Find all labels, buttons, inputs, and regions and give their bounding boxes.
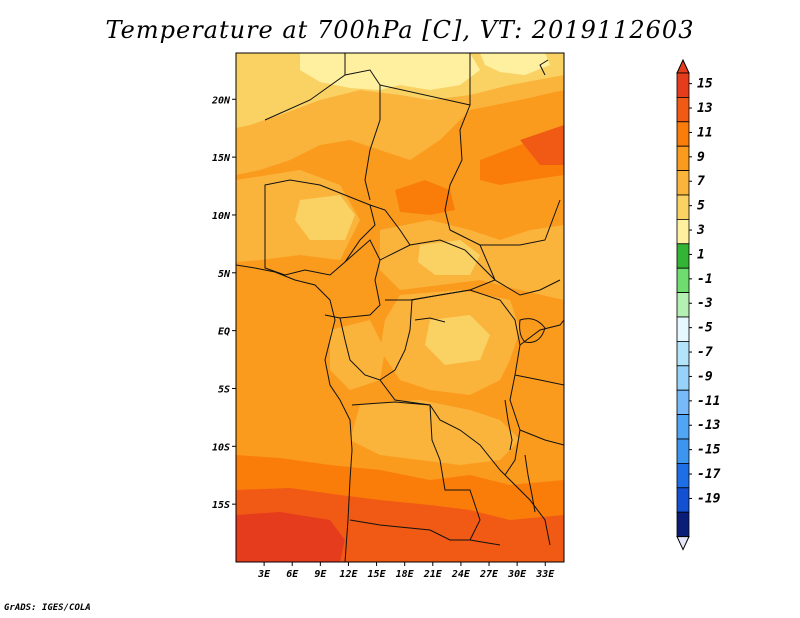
lon-tick-label: 33E xyxy=(535,569,555,580)
colorbar-label: 13 xyxy=(697,101,713,116)
colorbar-segment xyxy=(676,414,690,440)
lat-tick-label: EQ xyxy=(218,327,230,338)
colorbar-label: -11 xyxy=(697,394,720,409)
colorbar-segment xyxy=(676,438,690,464)
colorbar-label: -5 xyxy=(697,321,713,336)
colorbar-segment xyxy=(676,487,690,513)
colorbar-top-arrow xyxy=(676,58,690,74)
lat-tick-label: 20N xyxy=(211,95,231,106)
lon-tick-label: 24E xyxy=(451,569,471,580)
lat-tick-label: 5N xyxy=(218,269,231,280)
colorbar-label: 15 xyxy=(697,77,713,92)
lon-tick-label: 6E xyxy=(286,569,299,580)
lat-tick-label: 10S xyxy=(212,442,230,453)
colorbar-segment xyxy=(676,243,690,269)
colorbar-label: -17 xyxy=(697,467,721,482)
colorbar-segment xyxy=(676,145,690,171)
temperature-field xyxy=(236,53,564,562)
lon-tick-label: 21E xyxy=(423,569,443,580)
colorbar-segment xyxy=(676,365,690,391)
lat-tick-label: 15S xyxy=(212,500,230,511)
lon-tick-label: 18E xyxy=(396,569,415,580)
colorbar-segment xyxy=(676,121,690,147)
lat-tick-label: 15N xyxy=(212,153,231,164)
lon-tick-label: 15E xyxy=(368,569,387,580)
lat-tick-label: 5S xyxy=(218,384,230,395)
longitude-axis: 3E 6E 9E 12E 15E 18E 21E 24E 27E 30E 33E xyxy=(257,562,555,580)
colorbar-label: -13 xyxy=(697,418,721,433)
colorbar-segment xyxy=(676,340,690,367)
colorbar-label: 11 xyxy=(697,125,713,140)
grads-credit: GrADS: IGES/COLA xyxy=(4,603,91,613)
latitude-axis: 20N 15N 10N 5N EQ 5S 10S 15S xyxy=(211,95,236,511)
colorbar-label: -15 xyxy=(697,443,721,458)
country-borders xyxy=(236,53,564,562)
lon-tick-label: 12E xyxy=(339,569,358,580)
colorbar-label: 1 xyxy=(697,247,705,262)
colorbar-label: 9 xyxy=(697,150,705,165)
colorbar-segment xyxy=(676,462,690,489)
colorbar-segment xyxy=(676,292,690,318)
lon-tick-label: 3E xyxy=(257,569,271,580)
colorbar-label: 5 xyxy=(697,199,705,214)
colorbar-label: -1 xyxy=(697,272,713,287)
colorbar-label: 3 xyxy=(696,223,705,238)
colorbar-segment xyxy=(676,72,690,98)
map-frame xyxy=(235,52,565,563)
colorbar-segment xyxy=(676,511,690,538)
colorbar-segment xyxy=(676,194,690,220)
colorbar-label: -19 xyxy=(697,491,721,506)
lat-tick-label: 10N xyxy=(212,211,231,222)
lon-tick-label: 27E xyxy=(479,569,499,580)
colorbar-bottom-arrow xyxy=(676,536,690,551)
colorbar-segment xyxy=(676,97,690,123)
colorbar-label: -9 xyxy=(697,369,713,384)
colorbar-segment xyxy=(676,170,690,196)
colorbar: 15 13 11 9 7 5 3 1 -1 -3 -5 -7 -9 -11 -13 -15 -17 -19 xyxy=(676,58,721,551)
colorbar-segment xyxy=(676,389,690,416)
lon-tick-label: 9E xyxy=(314,569,327,580)
colorbar-segment xyxy=(676,267,690,294)
colorbar-label: -7 xyxy=(697,345,713,360)
colorbar-segment xyxy=(676,316,690,342)
chart-title: Temperature at 700hPa [C], VT: 201911260… xyxy=(105,16,695,44)
lon-tick-label: 30E xyxy=(507,569,527,580)
colorbar-label: 7 xyxy=(697,174,705,189)
colorbar-label: -3 xyxy=(697,296,713,311)
colorbar-segment xyxy=(676,218,690,245)
